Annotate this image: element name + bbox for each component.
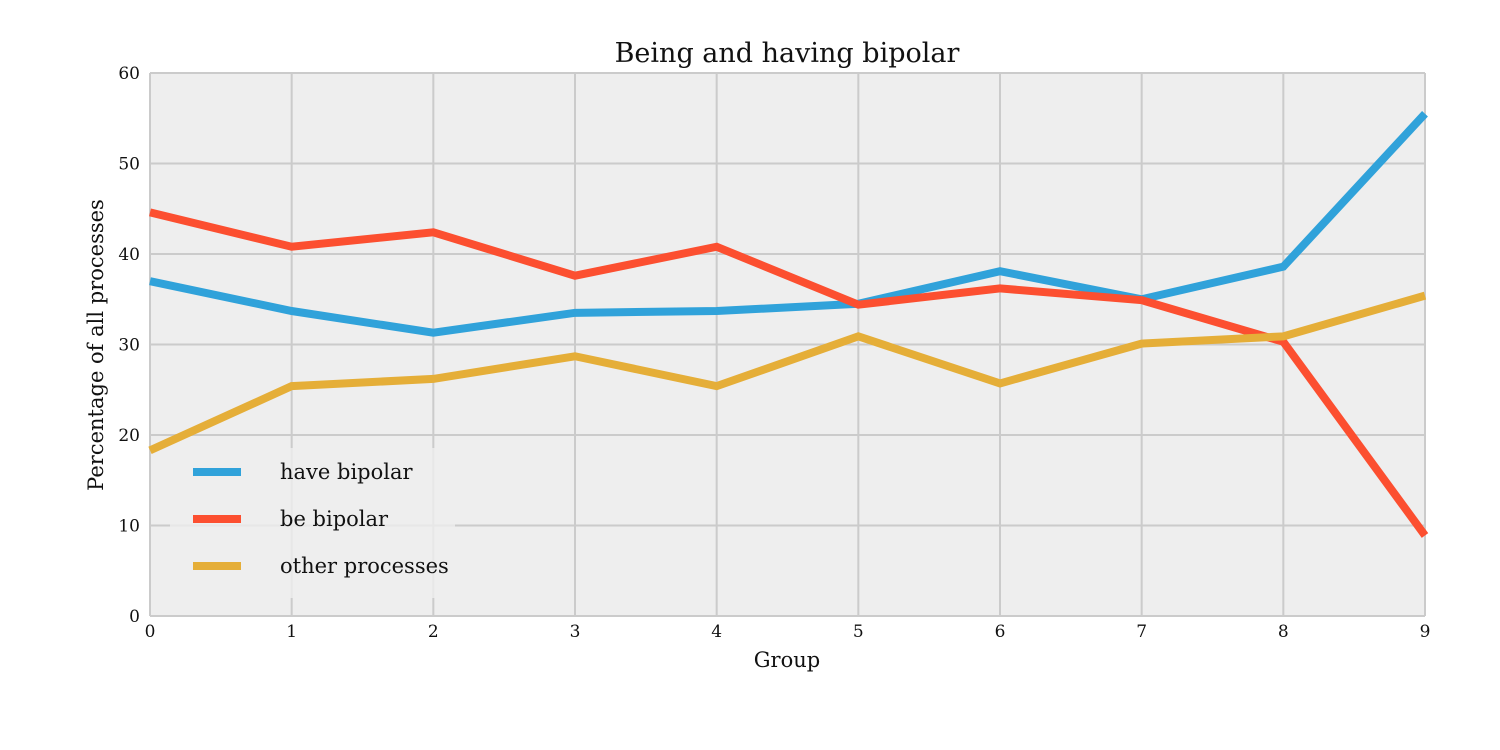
x-tick-label-4: 4 [711,622,722,642]
y-tick-label-4: 40 [118,245,140,265]
legend-label-other-processes: other processes [280,554,449,578]
x-tick-labels: 0 1 2 3 4 5 6 7 8 9 [145,622,1431,642]
x-tick-label-8: 8 [1278,622,1289,642]
y-tick-label-2: 20 [118,426,140,446]
series-lines [148,111,1429,538]
x-tick-label-2: 2 [428,622,439,642]
series-line-be-bipolar [149,208,1429,538]
legend-label-have-bipolar: have bipolar [280,460,413,484]
legend: have bipolar be bipolar other processes [170,448,455,598]
y-axis-label: Percentage of all processes [84,199,108,491]
y-tick-label-6: 60 [118,64,140,84]
x-axis-label: Group [754,648,820,672]
x-tick-label-3: 3 [570,622,581,642]
x-tick-label-5: 5 [853,622,864,642]
series-line-other-processes [148,291,1427,455]
x-tick-label-9: 9 [1420,622,1431,642]
y-tick-label-5: 50 [118,155,140,175]
x-tick-label-6: 6 [995,622,1006,642]
y-tick-label-1: 10 [118,517,140,537]
y-tick-label-3: 30 [118,336,140,356]
chart-title: Being and having bipolar [615,38,960,69]
grid-lines [149,72,1426,617]
y-tick-label-0: 0 [129,607,140,627]
y-tick-labels: 0 10 20 30 40 50 60 [118,64,140,627]
series-line-have-bipolar [149,111,1428,337]
x-tick-label-7: 7 [1136,622,1147,642]
x-tick-label-1: 1 [286,622,297,642]
x-tick-label-0: 0 [145,622,156,642]
legend-label-be-bipolar: be bipolar [280,507,389,531]
